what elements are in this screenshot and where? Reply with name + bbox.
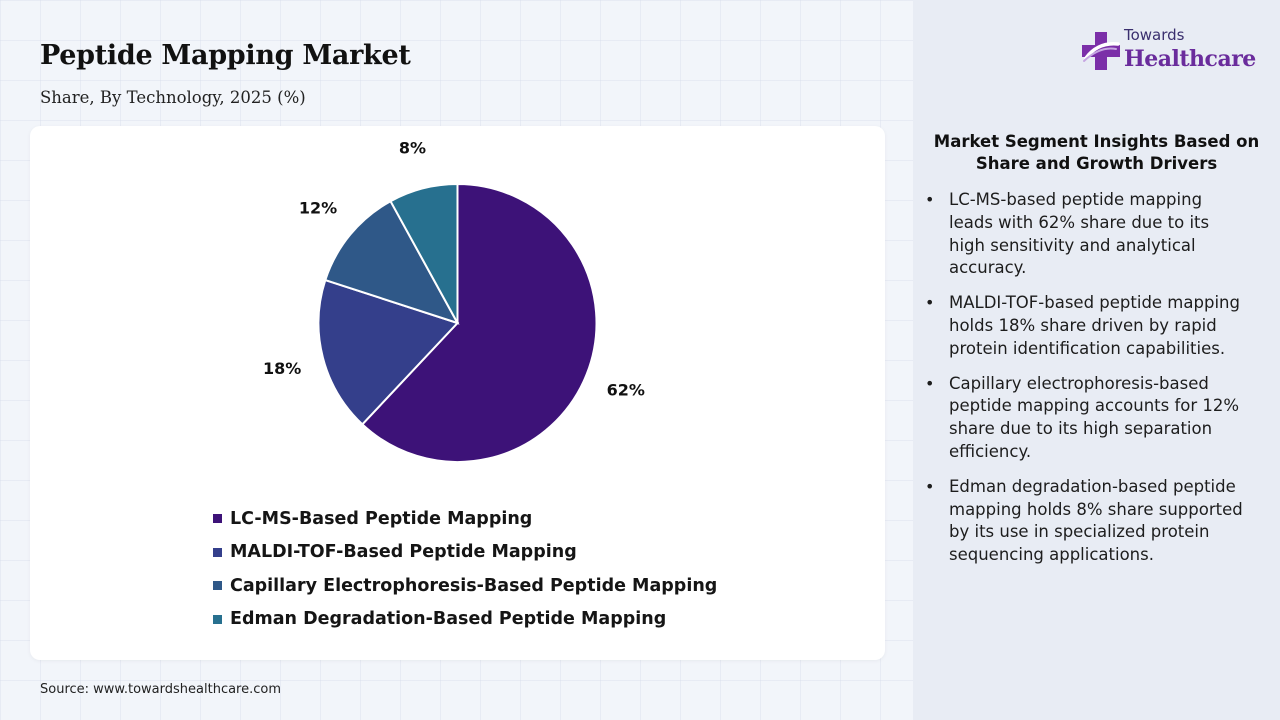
insight-text: Capillary electrophoresis-based peptide … xyxy=(949,373,1240,461)
insight-item: • MALDI-TOF-based peptide mapping holds 1… xyxy=(920,292,1250,360)
legend-item-capillary-electrophoresis: Capillary Electrophoresis-Based Peptide … xyxy=(213,569,717,603)
bullet-icon: • xyxy=(925,373,935,393)
legend-swatch xyxy=(213,514,222,524)
legend-label: LC-MS-Based Peptide Mapping xyxy=(230,508,533,529)
data-label-edman-degradation: 8% xyxy=(399,139,426,158)
page-subtitle: Share, By Technology, 2025 (%) xyxy=(40,88,306,107)
pie-slice-edman-degradation xyxy=(389,182,459,324)
pie-slices xyxy=(317,182,598,463)
insights-list: • LC-MS-based peptide mapping leads with … xyxy=(920,189,1250,579)
legend-swatch xyxy=(213,581,222,591)
bullet-icon: • xyxy=(925,476,935,496)
data-label-lc-ms: 62% xyxy=(607,381,645,400)
insight-item: • Edman degradation-based peptide mapping… xyxy=(920,476,1250,567)
chart-card: 62% 18% 12% 8% LC-MS-Based Peptide Mapping M… xyxy=(30,126,885,660)
pie-slice-capillary-electrophoresis xyxy=(324,199,460,325)
brand-name-main: Healthcare xyxy=(1124,46,1256,72)
insight-text: Edman degradation-based peptide mapping … xyxy=(949,476,1243,565)
legend-item-edman-degradation: Edman Degradation-Based Peptide Mapping xyxy=(213,603,717,637)
source-note: Source: www.towardshealthcare.com xyxy=(40,682,282,697)
brand-logo: Towards Healthcare xyxy=(1080,26,1260,78)
insight-text: MALDI-TOF-based peptide mapping holds 18… xyxy=(949,293,1240,358)
medical-cross-icon xyxy=(1082,32,1120,70)
chart-legend: LC-MS-Based Peptide Mapping MALDI-TOF-Bas… xyxy=(213,502,717,636)
legend-swatch xyxy=(213,547,222,557)
legend-item-lc-ms: LC-MS-Based Peptide Mapping xyxy=(213,502,717,536)
insight-text: LC-MS-based peptide mapping leads with 6… xyxy=(949,190,1210,278)
pie-data-labels: 62% 18% 12% 8% xyxy=(263,139,645,400)
brand-name-top: Towards xyxy=(1124,26,1185,44)
pie-chart: 62% 18% 12% 8% xyxy=(263,139,645,463)
legend-label: Edman Degradation-Based Peptide Mapping xyxy=(230,609,667,630)
insights-title: Market Segment Insights Based on Share a… xyxy=(933,132,1260,173)
legend-item-maldi-tof: MALDI-TOF-Based Peptide Mapping xyxy=(213,536,717,570)
insight-item: • LC-MS-based peptide mapping leads with … xyxy=(920,189,1250,280)
legend-label: MALDI-TOF-Based Peptide Mapping xyxy=(230,542,577,563)
insight-item: • Capillary electrophoresis-based peptide… xyxy=(920,373,1250,464)
data-label-maldi-tof: 18% xyxy=(263,359,301,378)
data-label-capillary-electrophoresis: 12% xyxy=(299,199,337,218)
pie-slice-maldi-tof xyxy=(317,278,460,426)
legend-swatch xyxy=(213,614,222,624)
page-title: Peptide Mapping Market xyxy=(40,40,411,71)
legend-label: Capillary Electrophoresis-Based Peptide … xyxy=(230,575,718,596)
pie-slice-lc-ms xyxy=(360,182,598,463)
bullet-icon: • xyxy=(925,293,935,313)
bullet-icon: • xyxy=(925,190,935,209)
insights-panel xyxy=(913,0,1280,720)
